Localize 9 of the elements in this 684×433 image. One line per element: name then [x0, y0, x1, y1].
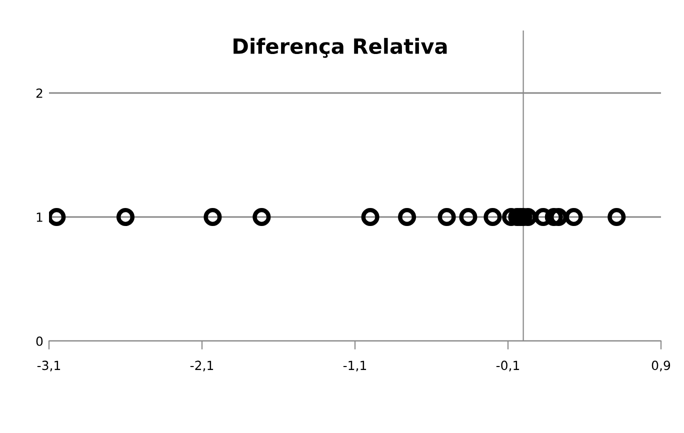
y-tick-label: 2	[36, 88, 42, 98]
chart-title: Diferença Relativa	[234, 38, 447, 58]
y-tick-label: 1	[36, 212, 42, 222]
x-tick-label: -1,1	[343, 360, 366, 372]
x-tick-label: 0,9	[652, 360, 670, 372]
x-tick-label: -0,1	[496, 360, 520, 372]
x-tick-label: -3,1	[37, 360, 60, 372]
x-tick-label: -2,1	[190, 360, 214, 372]
y-tick-label: 0	[36, 336, 43, 346]
